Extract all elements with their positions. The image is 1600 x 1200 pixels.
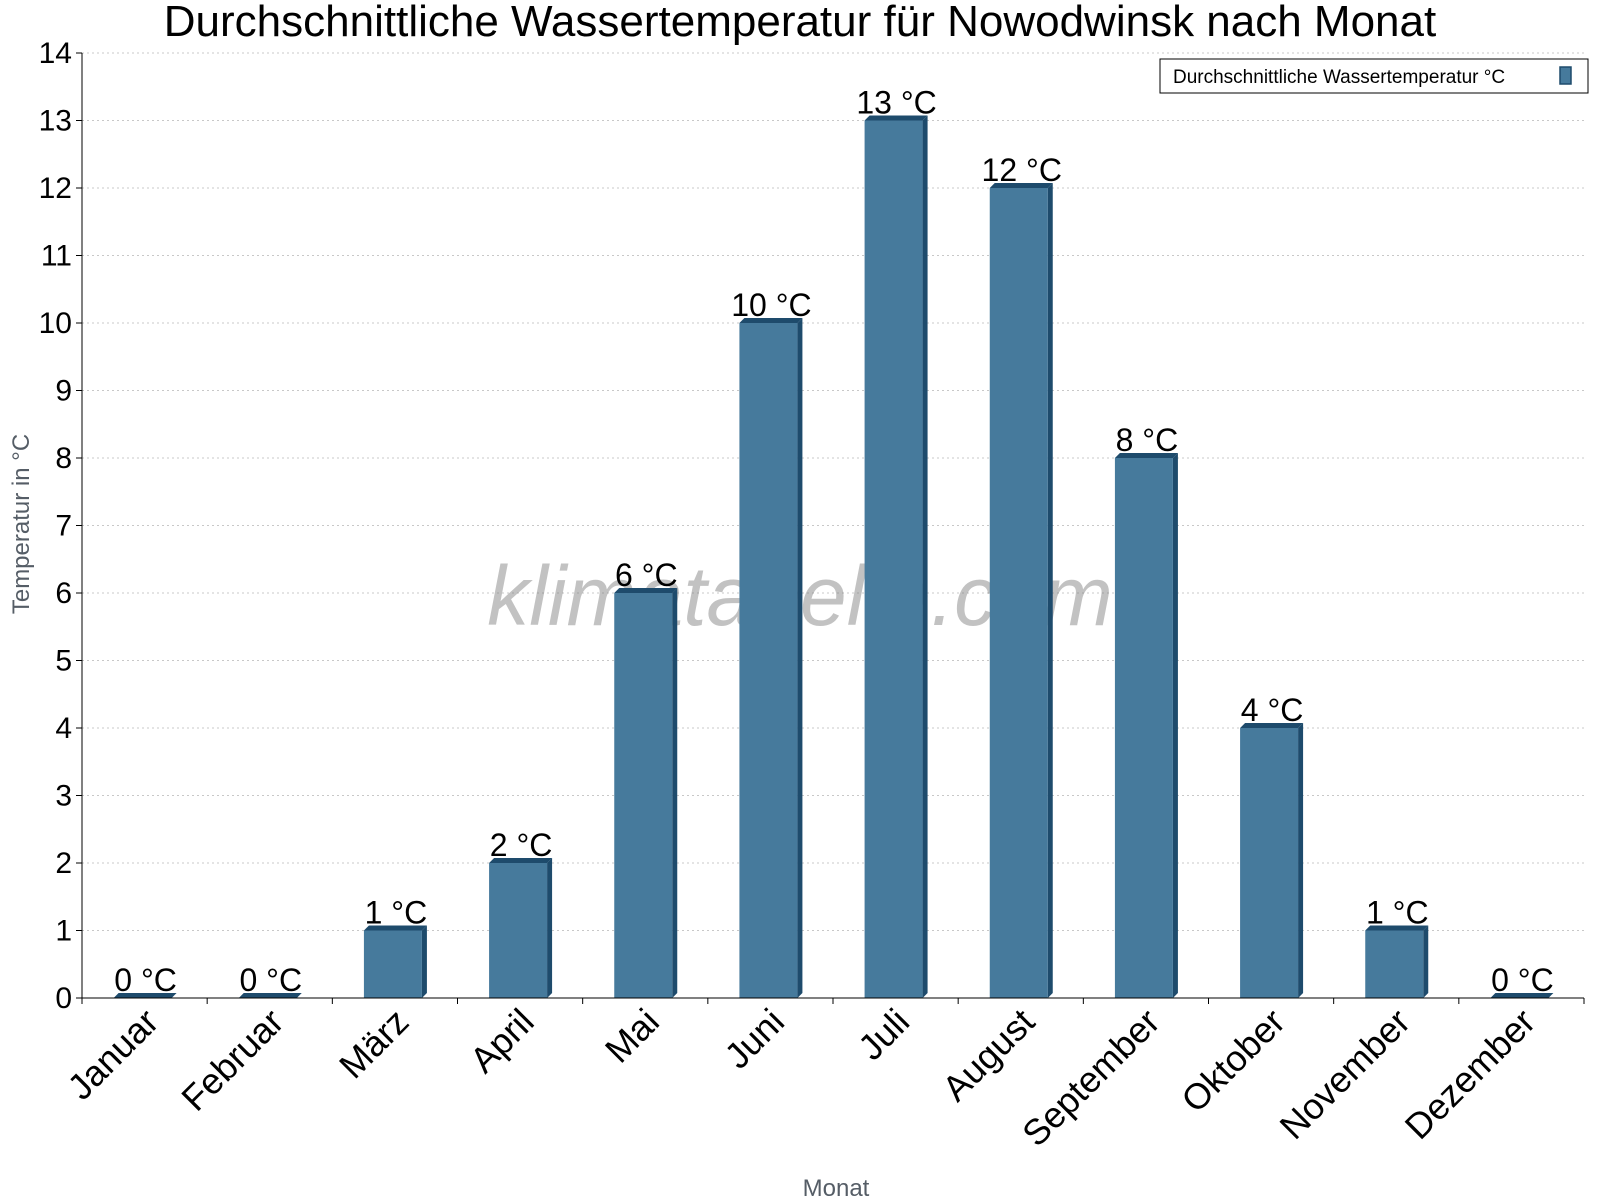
bar-front [739,323,798,998]
bar [614,588,678,998]
bar-top [1365,925,1429,931]
bar-top [739,318,803,323]
bar-side [1047,183,1053,998]
chart-title: Durchschnittliche Wassertemperatur für N… [164,0,1436,46]
bar-top [864,115,928,121]
data-label: 6 °C [615,557,678,593]
bar-top [238,993,302,998]
legend-box [1159,58,1589,94]
bar-side [797,318,803,998]
x-tick-label: Juni [716,1001,792,1077]
bar [113,993,177,998]
bar-top [1114,453,1178,458]
bar-side [922,115,928,998]
bar-side [1423,925,1429,998]
bar-front [489,863,548,998]
value-labels: 0 °C 0 °C 1 °C 2 °C 6 °C 10 °C 13 °C 12 °C 8 °C 4… [114,85,1553,999]
bar-side [1172,453,1178,998]
data-label: 0 °C [114,962,177,998]
data-label: 0 °C [1491,962,1554,998]
y-tick-label: 1 [55,915,72,948]
x-tick-label: April [462,1001,542,1081]
x-axis-label: Monat [803,1175,870,1200]
x-tick-label: Juli [850,1001,917,1068]
bar-front [989,188,1048,998]
legend-series-label: Durchschnittliche Wassertemperatur °C [1173,67,1505,88]
x-tick-label: August [934,1001,1042,1109]
x-tick-label: März [331,1001,417,1087]
x-tick-label: Januar [59,1001,166,1108]
y-tick-label: 0 [55,982,72,1015]
bar [739,318,803,998]
data-label: 10 °C [731,287,811,323]
grid [82,52,1584,931]
bar-side [421,925,427,998]
bar-front [1365,930,1424,998]
bar-front [1114,458,1173,998]
bar-top [1240,723,1304,728]
y-tick-label: 14 [39,37,72,70]
data-label: 4 °C [1241,692,1304,728]
bar-front [363,930,422,998]
legend-swatch [1559,66,1572,85]
y-tick-label: 3 [55,780,72,813]
bar-top [113,993,177,998]
data-label: 2 °C [490,827,553,863]
bar [1365,925,1429,998]
y-tick-label: 8 [55,442,72,475]
y-tick-label: 9 [55,375,72,408]
bar-top [989,183,1053,188]
y-tick-label: 10 [39,307,72,340]
y-tick-label: 12 [39,172,72,205]
bar-front [614,593,673,998]
y-tick-label: 6 [55,577,72,610]
x-tick-label: Dezember [1397,1001,1543,1147]
bar-top [363,925,427,931]
x-tick-label: Mai [597,1001,667,1071]
bars [113,115,1554,998]
y-tick-label: 13 [39,105,72,138]
data-label: 12 °C [982,152,1062,188]
x-tick-label: November [1271,1001,1417,1147]
data-label: 0 °C [239,962,302,998]
y-tick-label: 5 [55,645,72,678]
x-tick-label: September [1014,1001,1168,1155]
x-tick-label: Februar [173,1001,291,1119]
bar-side [547,858,553,998]
bar-top [489,858,553,863]
legend: Durchschnittliche Wassertemperatur °C [1159,58,1589,94]
bar-front [864,120,923,998]
y-tick-label: 4 [55,712,72,745]
bar-front [1240,728,1299,998]
x-tick-label: Oktober [1173,1001,1293,1121]
bar-side [672,588,678,998]
bar [1490,993,1554,998]
bar [238,993,302,998]
bar [1114,453,1178,998]
bar [363,925,427,998]
bar [1240,723,1304,998]
y-tick-label: 11 [41,240,72,273]
bar-top [614,588,678,593]
data-label: 13 °C [856,85,936,121]
y-tick-label: 7 [55,510,72,543]
data-label: 8 °C [1116,422,1179,458]
bar-side [1298,723,1304,998]
data-label: 1 °C [365,895,428,931]
bar [489,858,553,998]
y-tick-label: 2 [55,847,72,880]
bar [989,183,1053,998]
bar-top [1490,993,1554,998]
bar [864,115,928,998]
data-label: 1 °C [1366,895,1429,931]
y-axis-label: Temperatur in °C [8,434,35,614]
